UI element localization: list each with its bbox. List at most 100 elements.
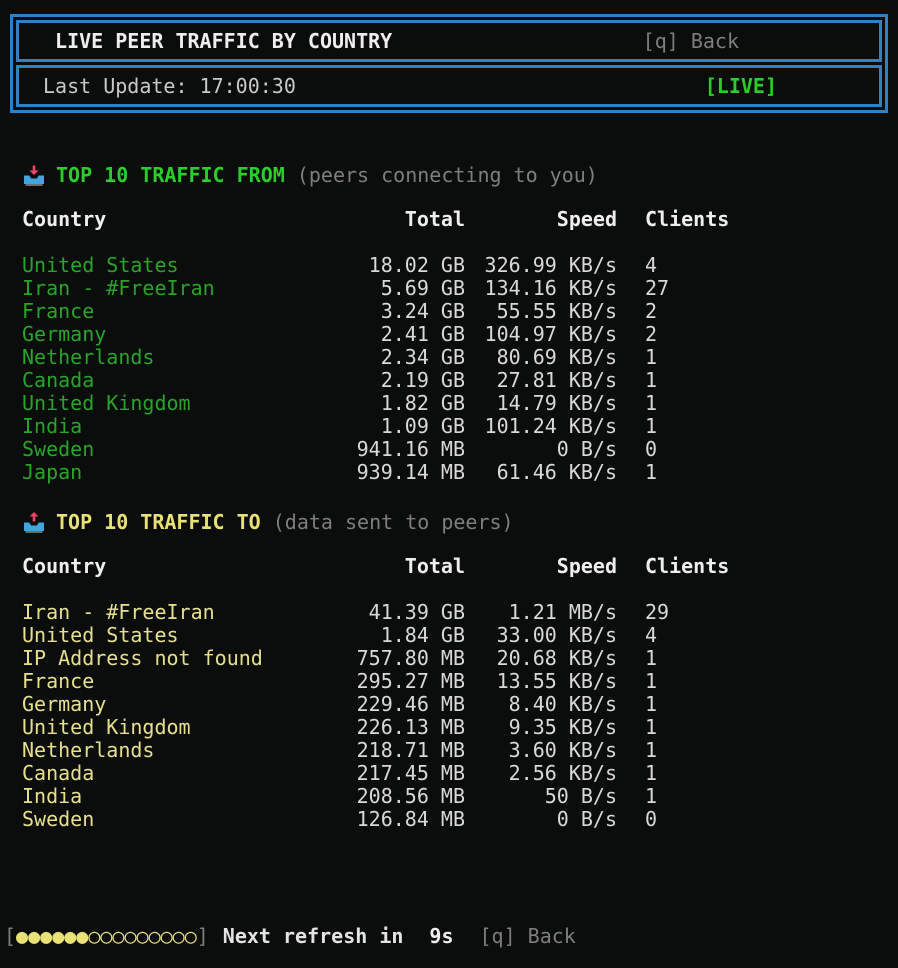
- clients-cell: 27: [645, 276, 670, 300]
- table-row: India 1.09 GB 101.24 KB/s 1: [22, 415, 888, 438]
- progress-dot-empty: ○: [184, 924, 197, 948]
- table-row: Sweden 941.16 MB 0 B/s 0: [22, 438, 888, 461]
- traffic-from-title: TOP 10 TRAFFIC FROM: [56, 162, 285, 187]
- total-cell: 1.82 GB: [380, 391, 465, 415]
- total-cell: 208.56 MB: [356, 784, 465, 808]
- country-cell: Sweden: [22, 438, 95, 461]
- speed-cell: 80.69 KB/s: [496, 345, 617, 369]
- clients-cell: 1: [645, 715, 658, 739]
- clients-cell: 1: [645, 738, 658, 762]
- country-cell: Canada: [22, 762, 95, 785]
- total-cell: 226.13 MB: [356, 715, 465, 739]
- traffic-from-header-row: Country Total Speed Clients: [22, 208, 888, 231]
- speed-cell: 0 B/s: [556, 437, 617, 461]
- progress-dot-filled: ●: [40, 924, 53, 948]
- traffic-to-header-row: Country Total Speed Clients: [22, 555, 888, 578]
- speed-cell: 1.21 MB/s: [508, 600, 617, 624]
- speed-cell: 50 B/s: [544, 784, 617, 808]
- column-header-speed: Speed: [556, 554, 617, 578]
- clients-cell: 2: [645, 322, 658, 346]
- progress-dot-filled: ●: [76, 924, 89, 948]
- title-bar: LIVE PEER TRAFFIC BY COUNTRY [q] Back: [16, 20, 882, 62]
- country-cell: Iran - #FreeIran: [22, 601, 215, 624]
- total-cell: 5.69 GB: [380, 276, 465, 300]
- clients-cell: 1: [645, 460, 658, 484]
- progress-dot-empty: ○: [172, 924, 185, 948]
- progress-dot-filled: ●: [28, 924, 41, 948]
- status-bar: Last Update: 17:00:30 [LIVE]: [16, 65, 882, 107]
- country-cell: Netherlands: [22, 346, 155, 369]
- table-row: Iran - #FreeIran 41.39 GB 1.21 MB/s 29: [22, 601, 888, 624]
- clients-cell: 1: [645, 345, 658, 369]
- back-key-hint[interactable]: [q] Back: [642, 28, 739, 53]
- country-cell: IP Address not found: [22, 647, 263, 670]
- country-cell: Canada: [22, 369, 95, 392]
- column-header-country: Country: [22, 555, 107, 578]
- refresh-progress-dots: ●●●●●●○○○○○○○○○: [16, 925, 197, 948]
- progress-dot-filled: ●: [16, 924, 29, 948]
- table-row: United States 18.02 GB 326.99 KB/s 4: [22, 254, 888, 277]
- traffic-from-title-row: TOP 10 TRAFFIC FROM (peers connecting to…: [22, 160, 888, 190]
- clients-cell: 2: [645, 299, 658, 323]
- total-cell: 2.19 GB: [380, 368, 465, 392]
- table-row: France 3.24 GB 55.55 KB/s 2: [22, 300, 888, 323]
- speed-cell: 101.24 KB/s: [484, 414, 617, 438]
- country-cell: Japan: [22, 461, 83, 484]
- header-frame: LIVE PEER TRAFFIC BY COUNTRY [q] Back La…: [10, 14, 888, 113]
- speed-cell: 20.68 KB/s: [496, 646, 617, 670]
- country-cell: India: [22, 415, 83, 438]
- country-cell: Sweden: [22, 808, 95, 831]
- progress-dot-empty: ○: [160, 924, 173, 948]
- clients-cell: 0: [645, 437, 658, 461]
- clients-cell: 1: [645, 669, 658, 693]
- total-cell: 126.84 MB: [356, 807, 465, 831]
- column-header-country: Country: [22, 208, 107, 231]
- total-cell: 41.39 GB: [368, 600, 465, 624]
- table-row: United States 1.84 GB 33.00 KB/s 4: [22, 624, 888, 647]
- table-row: Sweden 126.84 MB 0 B/s 0: [22, 808, 888, 831]
- speed-cell: 2.56 KB/s: [508, 761, 617, 785]
- column-header-clients: Clients: [645, 554, 730, 578]
- clients-cell: 1: [645, 414, 658, 438]
- column-header-clients: Clients: [645, 207, 730, 231]
- total-cell: 217.45 MB: [356, 761, 465, 785]
- refresh-status-bar: [●●●●●●○○○○○○○○○] Next refresh in 9s [q]…: [4, 925, 576, 948]
- progress-dot-filled: ●: [64, 924, 77, 948]
- table-row: India 208.56 MB 50 B/s 1: [22, 785, 888, 808]
- back-key-hint[interactable]: [q] Back: [479, 924, 576, 948]
- total-cell: 229.46 MB: [356, 692, 465, 716]
- table-row: Netherlands 218.71 MB 3.60 KB/s 1: [22, 739, 888, 762]
- column-header-total: Total: [404, 554, 465, 578]
- total-cell: 757.80 MB: [356, 646, 465, 670]
- traffic-from-subtitle: (peers connecting to you): [284, 162, 598, 187]
- progress-dot-empty: ○: [124, 924, 137, 948]
- last-update-label: Last Update: 17:00:30: [43, 73, 296, 98]
- column-header-speed: Speed: [556, 207, 617, 231]
- country-cell: Iran - #FreeIran: [22, 277, 215, 300]
- country-cell: United States: [22, 624, 179, 647]
- speed-cell: 326.99 KB/s: [484, 253, 617, 277]
- traffic-to-title-row: TOP 10 TRAFFIC TO (data sent to peers): [22, 507, 888, 537]
- total-cell: 939.14 MB: [356, 460, 465, 484]
- traffic-to-title: TOP 10 TRAFFIC TO: [56, 509, 261, 534]
- table-row: Iran - #FreeIran 5.69 GB 134.16 KB/s 27: [22, 277, 888, 300]
- traffic-to-section: TOP 10 TRAFFIC TO (data sent to peers) C…: [22, 507, 888, 831]
- column-header-total: Total: [404, 207, 465, 231]
- speed-cell: 14.79 KB/s: [496, 391, 617, 415]
- traffic-to-subtitle: (data sent to peers): [260, 509, 514, 534]
- country-cell: United Kingdom: [22, 716, 191, 739]
- traffic-from-rows: United States 18.02 GB 326.99 KB/s 4 Iran -…: [22, 254, 888, 484]
- progress-dot-empty: ○: [136, 924, 149, 948]
- progress-dot-empty: ○: [112, 924, 125, 948]
- total-cell: 2.34 GB: [380, 345, 465, 369]
- progress-bracket-close: ]: [196, 924, 209, 948]
- table-row: United Kingdom 1.82 GB 14.79 KB/s 1: [22, 392, 888, 415]
- progress-dot-empty: ○: [100, 924, 113, 948]
- live-badge: [LIVE]: [704, 73, 777, 98]
- clients-cell: 1: [645, 646, 658, 670]
- clients-cell: 1: [645, 784, 658, 808]
- table-row: Netherlands 2.34 GB 80.69 KB/s 1: [22, 346, 888, 369]
- table-row: Germany 229.46 MB 8.40 KB/s 1: [22, 693, 888, 716]
- main-content: TOP 10 TRAFFIC FROM (peers connecting to…: [22, 160, 888, 831]
- table-row: Canada 2.19 GB 27.81 KB/s 1: [22, 369, 888, 392]
